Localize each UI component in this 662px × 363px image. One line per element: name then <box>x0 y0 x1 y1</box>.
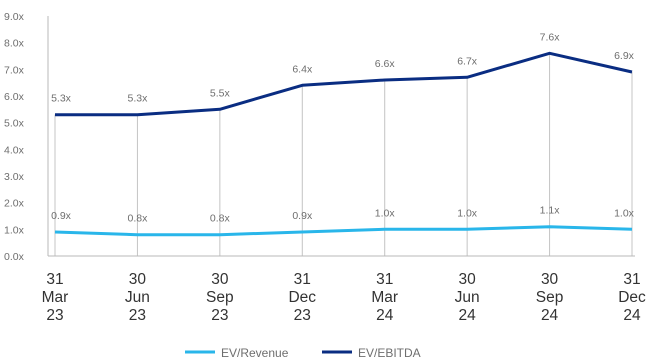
data-label: 6.6x <box>375 58 396 70</box>
data-label: 0.9x <box>292 210 313 222</box>
x-tick-label: 24 <box>459 307 477 324</box>
drop-lines <box>54 53 633 256</box>
y-tick-label: 7.0x <box>4 64 25 76</box>
x-tick-label: Jun <box>455 289 480 306</box>
y-tick-label: 4.0x <box>4 144 25 156</box>
legend-label: EV/EBITDA <box>358 346 421 360</box>
legend: EV/Revenue EV/EBITDA <box>185 346 421 360</box>
series-line-ev-ebitda <box>55 51 633 117</box>
data-label: 6.9x <box>614 50 635 62</box>
x-tick-label: 23 <box>46 307 63 324</box>
data-label: 7.6x <box>540 31 561 43</box>
data-label: 1.0x <box>375 207 396 219</box>
data-label: 1.0x <box>614 207 635 219</box>
data-labels: 0.9x 0.8x 0.8x 0.9x 1.0x 1.0x 1.1x 1.0x 5.3x 5.3x… <box>51 31 635 224</box>
y-axis: 0.0x 1.0x 2.0x 3.0x 4.0x 5.0x 6.0x 7.0x 8.0x 9.0x <box>4 11 49 263</box>
y-tick-label: 9.0x <box>4 11 25 23</box>
x-tick-label: Mar <box>371 289 398 306</box>
data-label: 5.3x <box>127 93 148 105</box>
y-tick-label: 1.0x <box>4 224 25 236</box>
x-tick-label: Mar <box>42 289 69 306</box>
series-line-ev-revenue <box>54 225 633 237</box>
x-tick-label: 30 <box>129 271 147 288</box>
x-tick-label: 30 <box>541 271 559 288</box>
y-tick-label: 6.0x <box>4 91 25 103</box>
series-lines <box>54 51 633 237</box>
x-tick-label: 30 <box>459 271 477 288</box>
x-tick-label: Sep <box>536 289 564 306</box>
x-tick-label: Jun <box>125 289 150 306</box>
x-tick-label: 31 <box>46 271 63 288</box>
x-axis: 31Mar2330Jun2330Sep2331Dec2331Mar2430Jun… <box>42 255 646 324</box>
x-tick-label: 23 <box>294 307 311 324</box>
x-tick-label: 24 <box>623 307 641 324</box>
y-tick-label: 2.0x <box>4 198 25 210</box>
y-tick-label: 5.0x <box>4 118 25 130</box>
data-label: 0.9x <box>51 210 72 222</box>
y-tick-label: 8.0x <box>4 38 25 50</box>
x-tick-label: 31 <box>294 271 311 288</box>
x-tick-label: 31 <box>623 271 640 288</box>
x-tick-label: 31 <box>376 271 393 288</box>
data-label: 0.8x <box>210 213 231 225</box>
x-tick-label: Dec <box>288 289 316 306</box>
data-label: 6.4x <box>292 63 313 75</box>
data-label: 0.8x <box>127 213 148 225</box>
data-label: 5.5x <box>210 87 231 99</box>
legend-label: EV/Revenue <box>221 346 289 360</box>
x-tick-label: 24 <box>376 307 394 324</box>
x-tick-label: Dec <box>618 289 646 306</box>
x-tick-label: 23 <box>129 307 146 324</box>
x-tick-label: 24 <box>541 307 559 324</box>
x-tick-label: 23 <box>211 307 228 324</box>
data-label: 6.7x <box>457 55 478 67</box>
y-tick-label: 3.0x <box>4 171 25 183</box>
data-label: 1.0x <box>457 207 478 219</box>
x-tick-label: 30 <box>211 271 229 288</box>
y-tick-label: 0.0x <box>4 251 25 263</box>
data-label: 1.1x <box>540 205 561 217</box>
data-label: 5.3x <box>51 93 72 105</box>
x-tick-label: Sep <box>206 289 234 306</box>
